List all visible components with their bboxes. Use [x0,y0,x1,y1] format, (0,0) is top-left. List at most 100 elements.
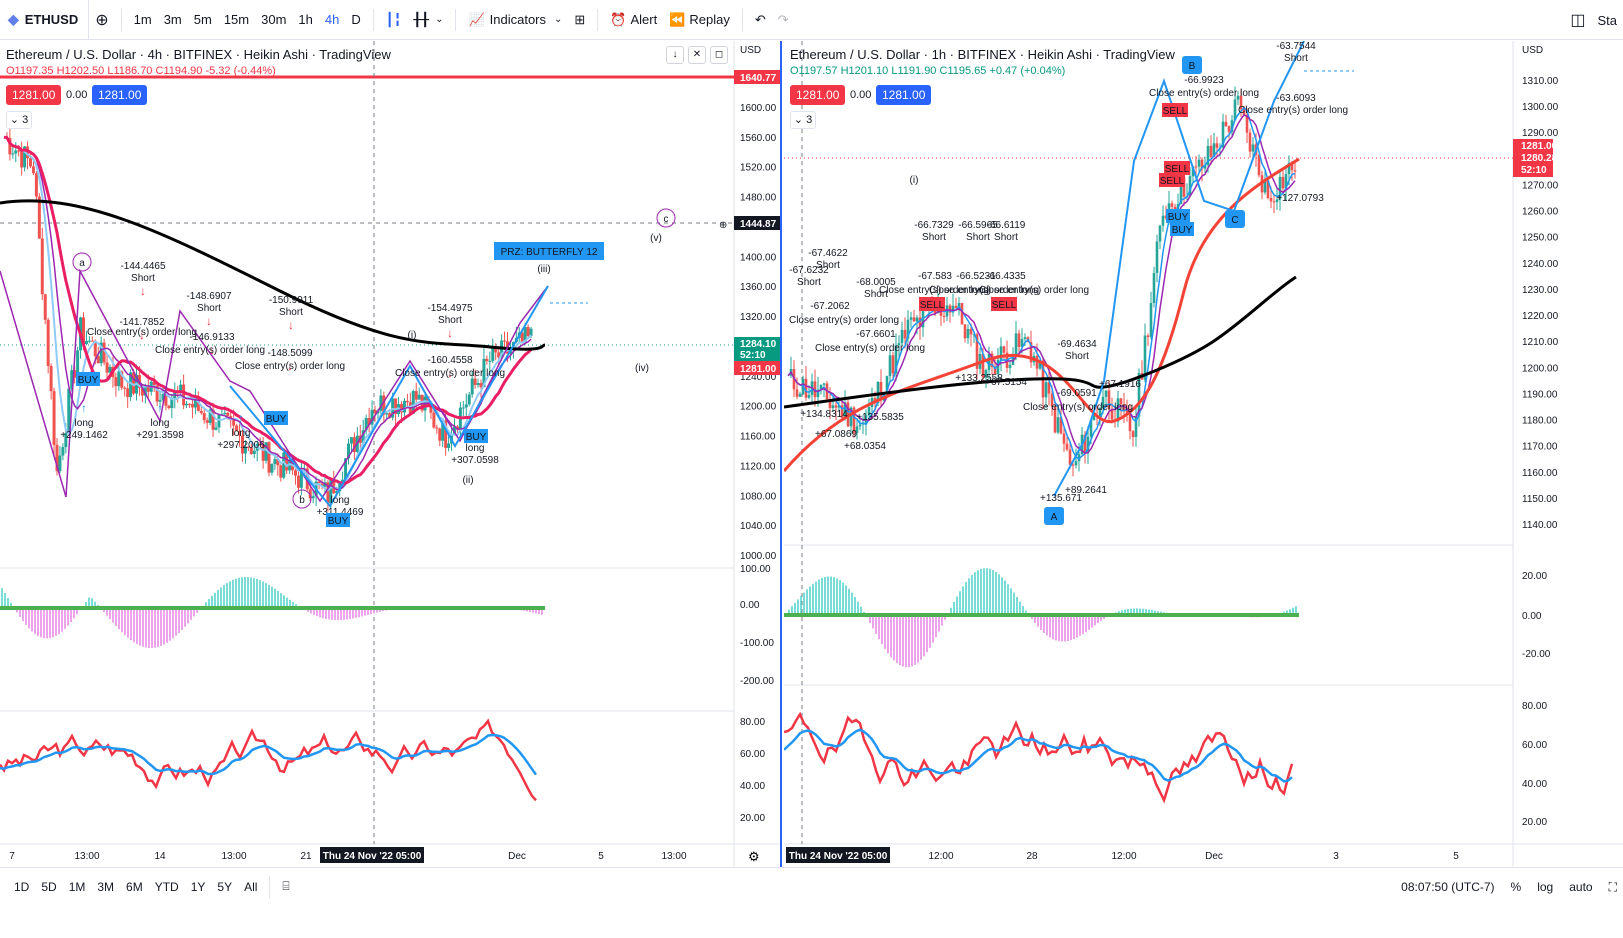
candle-body [1152,272,1156,304]
collapse-icon[interactable]: ✕ [688,46,706,64]
buy-marker-label: BUY [1172,225,1193,236]
candle-body [951,305,955,313]
time-tick-label: Dec [1205,851,1223,862]
legend-title-right: Ethereum / U.S. Dollar · 1h · BITFINEX ·… [790,47,1175,62]
price-axis-right[interactable] [1513,41,1623,867]
clock-time[interactable]: 08:07:50 (UTC-7) [1401,880,1495,894]
candle-body [1191,166,1195,177]
range-1m[interactable]: 1M [68,879,86,894]
candle-body [464,404,468,408]
interval-30m[interactable]: 30m [261,12,287,27]
interval-1m[interactable]: 1m [133,12,152,27]
candle-body [1170,203,1174,207]
ohlc-change: +0.47 (+0.04%) [989,65,1066,77]
gear-icon[interactable]: ⚙ [748,849,760,864]
chart-canvas-left[interactable]: USD1600.001560.001520.001480.001400.0013… [0,41,782,867]
sell-button-right[interactable]: 1281.00 [790,85,846,105]
range-ytd[interactable]: YTD [154,879,179,894]
chart-pane-right[interactable]: USD 1310.00 1300.00 1290.00 1270.00 1260.00 12… [784,41,1623,867]
fullscreen-icon[interactable]: ⛶ [1608,879,1617,894]
range-1y[interactable]: 1Y [190,879,206,894]
log-toggle[interactable]: log [1537,880,1554,894]
candle-body [432,412,436,428]
zigzag-blue [1053,41,1305,497]
bar-style-button[interactable]: ┃╏ [380,6,408,34]
interval-d[interactable]: D [351,12,361,27]
range-all[interactable]: All [244,879,258,894]
interval-4h[interactable]: 4h [324,12,340,27]
candle-body [52,391,56,445]
candle-body [885,376,889,394]
range-6m[interactable]: 6M [126,879,143,894]
trade-annotation: -146.9133 [189,332,234,343]
layers-toggle-left[interactable]: ⌄ 3 [6,111,32,129]
compare-symbol-button[interactable]: ⊕ [89,6,114,34]
candle-body [296,475,300,488]
candle-body [417,394,421,400]
maximize-icon[interactable]: ◻ [710,46,728,64]
templates-button[interactable]: ⊞ [568,6,591,34]
range-5y[interactable]: 5Y [217,879,233,894]
sell-marker [919,297,945,311]
buy-button-left[interactable]: 1281.00 [92,85,148,105]
indicators-label: Indicators [489,12,547,27]
time-tick-label: 28 [1026,851,1038,862]
alert-button[interactable]: ⏰ Alert [604,6,663,34]
trade-annotation: -67.4622 [808,248,848,259]
crosshair-plus-icon[interactable]: ⊕ [719,220,727,231]
candle-body [352,437,356,453]
wave-label: a [79,258,85,269]
candle-body [361,430,365,443]
candle-body [202,413,206,421]
candle-body [199,410,203,414]
layout-button[interactable]: ◫ [1564,6,1591,34]
trade-short-label: Short [922,232,946,243]
range-3m[interactable]: 3M [97,879,115,894]
rsi-tick-label: 40.00 [740,781,765,792]
buy-button-right[interactable]: 1281.00 [876,85,932,105]
candle-body [161,394,165,400]
range-1d[interactable]: 1D [14,879,30,894]
candle-body [179,384,183,393]
percent-toggle[interactable]: % [1510,880,1522,894]
chart-canvas-right[interactable]: USD 1310.00 1300.00 1290.00 1270.00 1260.00 12… [784,41,1623,867]
price-tags-right [1513,139,1553,177]
candle-body [105,362,109,373]
countdown-label: 52:10 [740,350,766,361]
replay-label: Replay [689,12,730,27]
range-5d[interactable]: 5D [41,879,57,894]
redo-button[interactable]: ↷ [772,6,795,34]
interval-15m[interactable]: 15m [223,12,250,27]
candle-body [264,442,268,461]
candle-body [1212,143,1216,157]
candle-style-button[interactable]: ╂╂ ⌄ [407,6,449,34]
interval-1h[interactable]: 1h [298,12,313,27]
price-axis-left[interactable] [734,41,782,867]
chart-pane-left[interactable]: USD 1600.00 1560.00 1520.00 1480.00 1400.00 13… [0,41,782,867]
last-price-label: 1284.10 [740,339,777,350]
undo-button[interactable]: ↶ [749,6,772,34]
replay-button[interactable]: ⏪ Replay [663,6,736,34]
candle-body [855,426,859,433]
candle-body [1020,339,1024,347]
candle-body [1050,393,1054,407]
interval-5m[interactable]: 5m [193,12,212,27]
indicators-button[interactable]: 📈 Indicators ⌄ [462,6,568,34]
arrow-down-icon[interactable]: ↓ [666,46,684,64]
close-entry-label: Close entry(s) order long [235,361,345,372]
position-price-tag [734,361,780,375]
date-range-button[interactable]: ⌸ [276,879,295,894]
rsi-tick-label: 60.00 [1522,740,1547,751]
candle-body [1236,95,1240,100]
layers-toggle-right[interactable]: ⌄ 3 [790,111,816,129]
stats-button[interactable]: Sta [1591,6,1623,34]
sell-button-left[interactable]: 1281.00 [6,85,62,105]
candle-body [1023,337,1027,340]
candle-body [1089,420,1093,437]
auto-toggle[interactable]: auto [1569,880,1593,894]
symbol-search-button[interactable]: ◆ ETHUSD [0,0,90,40]
interval-3m[interactable]: 3m [163,12,182,27]
arrow-down-icon: ↓ [447,326,453,340]
candle-body [834,405,838,408]
close-entry-label: Close entry(s) order long [929,285,1039,296]
